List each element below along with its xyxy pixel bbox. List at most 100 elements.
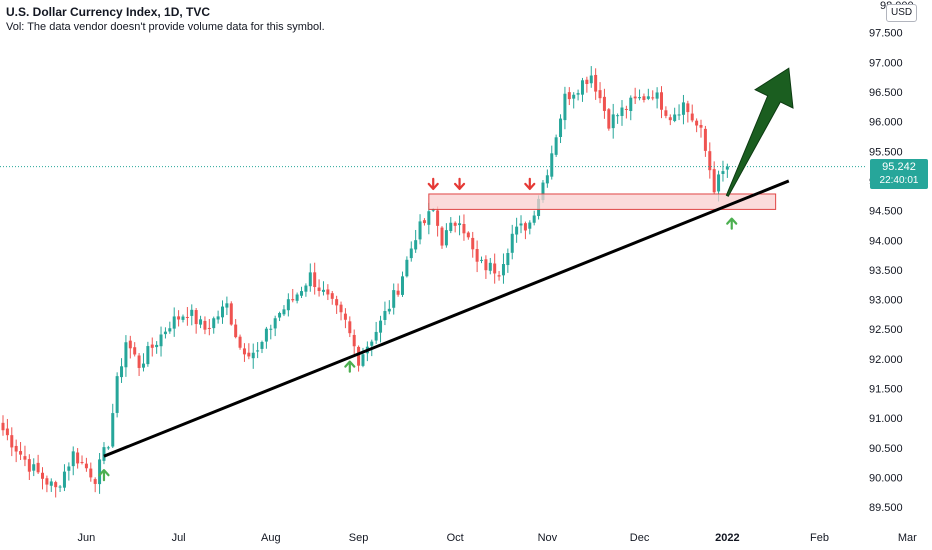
resistance-arrow[interactable] [427, 177, 439, 190]
candle-body [563, 93, 567, 121]
price-tick-label: 96.000 [869, 117, 903, 129]
candle-body [71, 451, 75, 467]
time-tick-label: Sep [349, 532, 369, 544]
price-tick-label: 95.500 [869, 146, 903, 158]
candle-body [27, 459, 31, 472]
candle-body [32, 464, 36, 471]
candle-body [602, 96, 606, 111]
candle-body [493, 263, 497, 274]
candle-body [247, 352, 251, 357]
candle-body [681, 102, 685, 115]
currency-badge[interactable]: USD [886, 4, 918, 22]
price-axis[interactable]: 98.00097.50097.00096.50096.00095.50095.0… [866, 0, 932, 550]
candle-body [23, 456, 27, 460]
candle-body [374, 331, 378, 341]
candle-body [168, 328, 172, 332]
candle-body [515, 226, 519, 235]
candle-body [352, 334, 356, 347]
candle-body [400, 276, 404, 295]
projection-arrow[interactable] [725, 67, 794, 197]
price-tick-label: 90.500 [869, 443, 903, 455]
resistance-arrow-head [524, 182, 536, 190]
candle-body [712, 169, 716, 193]
candle-body [523, 223, 527, 231]
candle-body [10, 435, 14, 448]
last-price-value: 95.242 [882, 161, 916, 173]
drawing-overlays [0, 67, 866, 482]
bounce-arrow[interactable] [344, 360, 356, 373]
time-tick-label: Oct [447, 532, 464, 544]
candle-body [633, 96, 637, 99]
candle-body [480, 259, 484, 261]
candle-body [392, 290, 396, 308]
resistance-arrow[interactable] [453, 177, 466, 190]
candle-body [668, 117, 672, 121]
candle-body [225, 303, 229, 308]
candle-body [45, 478, 49, 485]
time-axis-bg [0, 525, 932, 550]
candle-body [155, 344, 159, 348]
candle-body [106, 447, 110, 449]
price-tick-label: 94.500 [869, 206, 903, 218]
volume-note: Vol: The data vendor doesn't provide vol… [6, 21, 325, 33]
candle-body [409, 248, 413, 259]
candle-body [677, 114, 681, 116]
candle-body [93, 479, 97, 484]
candle-body [172, 316, 176, 329]
candle-body [58, 486, 62, 488]
candle-body [638, 97, 642, 99]
candle-body [339, 304, 343, 313]
candle-body [594, 74, 598, 92]
candle-body [185, 316, 189, 318]
candle-body [163, 331, 167, 335]
time-axis[interactable]: Jun Jul Aug Sep Oct Nov Dec 2022 Feb Mar [0, 525, 932, 550]
candle-body [673, 114, 677, 121]
candle-body [300, 291, 304, 296]
candle-body [572, 94, 576, 99]
bounce-arrow[interactable] [98, 469, 110, 482]
candle-body [111, 413, 115, 447]
candle-body [207, 327, 211, 329]
time-tick-label: Feb [810, 532, 829, 544]
candle-body [660, 92, 663, 110]
candle-body [453, 222, 457, 226]
candle-body [304, 285, 308, 292]
candle-body [98, 459, 102, 485]
candle-body [506, 253, 510, 266]
candle-body [308, 272, 312, 287]
time-tick-label: Jul [172, 532, 186, 544]
candle-body [541, 182, 545, 201]
candle-body [440, 227, 444, 246]
bounce-arrow[interactable] [726, 217, 738, 230]
resistance-arrow-head [453, 182, 466, 190]
candle-body [532, 215, 536, 223]
candle-body [708, 151, 712, 171]
bar-countdown: 22:40:01 [879, 175, 919, 186]
candle-body [348, 321, 352, 334]
candle-body [146, 346, 150, 365]
time-tick-label: Aug [261, 532, 281, 544]
candle-body [124, 342, 128, 368]
price-tick-label: 96.500 [869, 87, 903, 99]
chart-title: U.S. Dollar Currency Index, 1D, TVC [6, 5, 211, 19]
candle-body [721, 171, 725, 174]
candle-body [576, 93, 580, 95]
trend-line[interactable] [103, 179, 790, 458]
candle-body [177, 316, 181, 320]
candle-body [545, 175, 549, 184]
candle-body [418, 221, 422, 240]
candle-body [84, 463, 88, 469]
candle-body [203, 320, 207, 330]
candle-body [458, 223, 462, 226]
candle-body [49, 481, 53, 486]
candle-body [664, 110, 668, 116]
price-tick-label: 91.500 [869, 384, 903, 396]
support-zone[interactable] [428, 193, 777, 210]
candle-body [102, 447, 106, 461]
candle-body [67, 466, 71, 471]
candle-body [624, 108, 628, 110]
candle-body [229, 303, 233, 325]
candle-body [80, 462, 84, 464]
resistance-arrow[interactable] [524, 177, 536, 190]
